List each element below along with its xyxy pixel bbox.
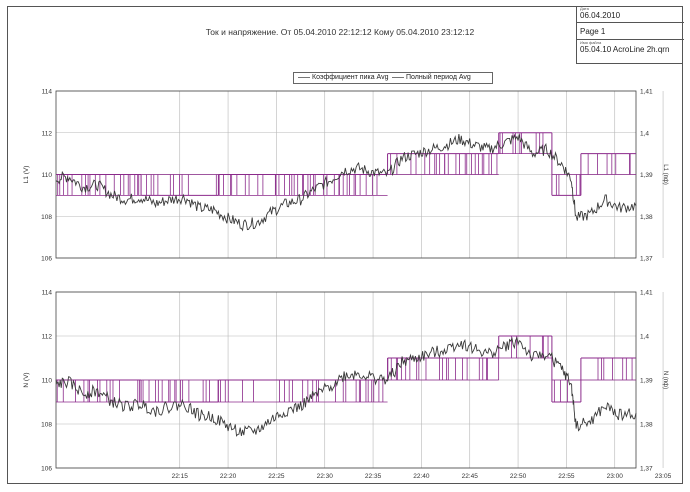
y-tick-label: 114 [42,89,53,96]
legend-swatch-period [392,76,404,78]
y-tick-label: 112 [42,130,53,137]
y-right-axis-title: N (пф) [662,371,668,389]
y-right-axis-title: L1 (пф) [662,164,668,185]
info-box: Дата 06.04.2010 Page 1 Имя файла 05.04.1… [576,6,684,64]
y-axis-title: L1 (V) [23,166,30,184]
report-title: Ток и напряжение. От 05.04.2010 22:12:12… [205,27,475,37]
y-right-tick-label: 1,4 [640,130,649,137]
y-right-tick-label: 1,41 [640,290,653,297]
voltage-line [55,133,637,232]
date-cell: Дата 06.04.2010 [577,6,684,23]
legend-item-crest: Коэффициент пика Avg [298,74,389,81]
y-tick-label: 112 [42,334,53,341]
x-tick-label: 23:00 [607,473,624,480]
file-value: 05.04.10 AcroLine 2h.qrn [580,45,670,54]
x-tick-label: 23:05 [655,473,672,480]
legend-label-crest: Коэффициент пика Avg [312,74,389,81]
x-tick-label: 22:30 [317,473,334,480]
y-tick-label: 108 [41,422,52,429]
voltage-line [55,336,637,437]
y-right-tick-label: 1,39 [640,172,653,179]
legend-swatch-crest [298,76,310,78]
file-cell: Имя файла 05.04.10 AcroLine 2h.qrn [577,40,684,64]
x-tick-label: 22:20 [220,473,237,480]
y-right-tick-label: 1,37 [640,466,653,473]
x-tick-label: 22:15 [172,473,189,480]
chart-legend: Коэффициент пика Avg Полный период Avg [293,72,493,84]
y-right-tick-label: 1,38 [640,422,653,429]
x-tick-label: 22:35 [365,473,382,480]
y-right-tick-label: 1,4 [640,334,649,341]
x-tick-label: 22:55 [558,473,575,480]
x-tick-label: 22:25 [268,473,285,480]
date-label: Дата [580,6,589,11]
chart-panel-bottom: 106 108 110 112 114 1,37 1,38 1,39 1,4 1,41 22:15 2… [23,290,672,481]
page-cell: Page 1 [577,23,684,40]
y-right-tick-label: 1,38 [640,214,653,221]
date-value: 06.04.2010 [580,11,621,20]
legend-label-period: Полный период Avg [406,74,471,81]
y-tick-label: 106 [41,256,52,263]
y-right-tick-label: 1,39 [640,378,653,385]
x-tick-label: 22:40 [413,473,430,480]
file-label: Имя файла [580,40,602,45]
legend-item-period: Полный период Avg [392,74,471,81]
y-tick-label: 108 [41,214,52,221]
page-frame [7,6,683,484]
page-value: Page 1 [580,27,606,36]
y-right-tick-label: 1,41 [640,89,653,96]
chart-panel-top: 106 108 110 112 114 1,37 1,38 1,39 1,4 1,41 L1 (V)… [23,89,668,263]
x-tick-label: 22:50 [510,473,527,480]
y-tick-label: 110 [42,378,53,385]
y-tick-label: 114 [42,290,53,297]
y-tick-label: 110 [42,172,53,179]
y-tick-label: 106 [41,466,52,473]
y-axis-title: N (V) [23,372,30,387]
y-right-tick-label: 1,37 [640,256,653,263]
x-tick-label: 22:45 [462,473,479,480]
